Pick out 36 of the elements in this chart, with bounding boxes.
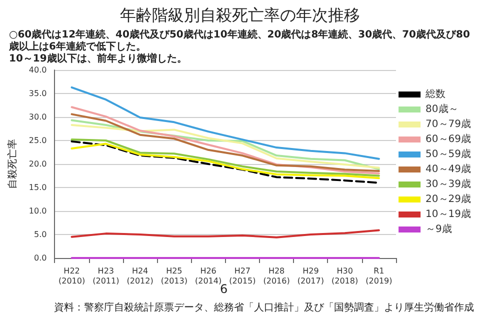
- y-tick-label: 5.0: [34, 230, 47, 239]
- text: 資料：警察庁自殺統計原票データ、総務省「人口推計」及び「国勢調査」より厚生労働省作成: [54, 302, 474, 314]
- y-tick-label: 20.0: [28, 160, 47, 168]
- legend-label: 10～19歳: [426, 208, 472, 220]
- legend-label: 70～79歳: [426, 118, 472, 130]
- y-axis-title: 自殺死亡率: [6, 139, 18, 189]
- x-tick-label: R1 (2019): [366, 266, 392, 286]
- legend-label: ～9歳: [426, 223, 452, 235]
- y-tick-label: 30.0: [28, 112, 47, 122]
- line-series: [70, 229, 380, 238]
- legend-label: 20～29歳: [426, 193, 472, 205]
- x-tick-label: H29 (2017): [297, 266, 324, 286]
- x-tick-label: H30 (2018): [332, 266, 358, 286]
- y-tick-label: 35.0: [28, 89, 47, 98]
- x-tick-label: H26 (2014): [194, 266, 222, 286]
- x-tick-label: H25 (2013): [160, 266, 188, 286]
- x-tick-label: H27 (2015): [229, 266, 256, 286]
- x-tick-label: H22 (2010): [58, 266, 86, 286]
- chart-subtitle: ○60歳代は12年連続、40歳代及び50歳代は10年連続、20歳代は8年連続、30歳代、70歳代及び80歳以上は6年連続で低下した。 10～19歳以下は、前年より微増した。: [8, 28, 470, 64]
- x-tick-label: H24 (2012): [126, 266, 154, 286]
- chart-title: 年齢階級別自殺死亡率の年次推移: [120, 6, 360, 24]
- line-series: [70, 86, 380, 160]
- legend-label: 総数: [424, 88, 446, 100]
- legend-label: 40～49歳: [426, 163, 472, 175]
- legend-label: 80歳～: [426, 103, 458, 115]
- y-tick-label: 10.0: [28, 206, 47, 216]
- legend-label: 30～39歳: [426, 178, 472, 190]
- text: 6: [220, 282, 228, 296]
- y-tick-label: 0.0: [34, 254, 47, 262]
- y-tick-label: 25.0: [28, 136, 47, 145]
- legend-label: 60～69歳: [426, 133, 472, 145]
- x-tick-label: H23 (2011): [92, 266, 120, 286]
- y-tick-label: 40.0: [28, 66, 47, 74]
- y-tick-label: 15.0: [28, 183, 47, 192]
- x-tick-label: H28 (2016): [263, 266, 290, 286]
- legend-label: 50～59歳: [426, 148, 472, 160]
